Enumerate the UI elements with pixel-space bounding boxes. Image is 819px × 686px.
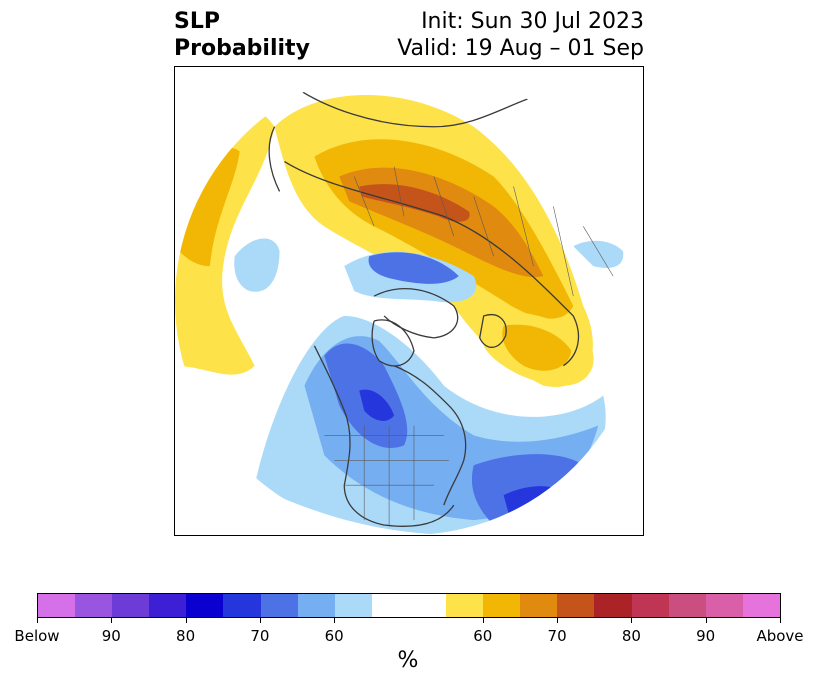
colorbar-tick-label: 70 bbox=[250, 627, 270, 645]
colorbar-tick bbox=[482, 618, 484, 623]
eurasia-above-75 bbox=[359, 184, 470, 222]
colorbar-tick bbox=[631, 618, 633, 623]
coastlines bbox=[268, 86, 580, 527]
title-line-1: SLP bbox=[174, 9, 220, 34]
colorbar-tick-label: 80 bbox=[621, 627, 641, 645]
siberia-below-60 bbox=[573, 240, 624, 269]
colorbar-segment bbox=[38, 594, 76, 617]
colorbar-segment bbox=[594, 594, 632, 617]
colorbar-segment bbox=[742, 594, 780, 617]
colorbar-tick bbox=[557, 618, 559, 623]
colorbar-segment bbox=[223, 594, 261, 617]
probability-colorbar bbox=[37, 593, 781, 618]
colorbar-unit-label: % bbox=[397, 648, 419, 673]
colorbar-segment bbox=[149, 594, 187, 617]
colorbar-tick bbox=[334, 618, 336, 623]
map-dates: Init: Sun 30 Jul 2023 Valid: 19 Aug – 01… bbox=[397, 8, 644, 62]
probability-map bbox=[174, 66, 644, 536]
colorbar-segment bbox=[631, 594, 669, 617]
colorbar-segment bbox=[334, 594, 372, 617]
colorbar-tick-label: 90 bbox=[696, 627, 716, 645]
polar-map-svg bbox=[175, 67, 643, 535]
colorbar-tick-label: 70 bbox=[547, 627, 567, 645]
colorbar-segment bbox=[483, 594, 521, 617]
map-title: SLP Probability bbox=[174, 8, 310, 62]
borders bbox=[324, 146, 629, 526]
colorbar-segment bbox=[260, 594, 298, 617]
colorbar-segment bbox=[520, 594, 558, 617]
colorbar-segment bbox=[112, 594, 150, 617]
colorbar-tick bbox=[37, 618, 38, 623]
title-line-2: Probability bbox=[174, 36, 310, 61]
colorbar-segment bbox=[186, 594, 224, 617]
colorbar-segment bbox=[75, 594, 113, 617]
colorbar-segment bbox=[705, 594, 743, 617]
colorbar-tick bbox=[780, 618, 781, 623]
colorbar-tick-label: Above bbox=[756, 627, 804, 645]
colorbar-segment bbox=[557, 594, 595, 617]
init-date: Init: Sun 30 Jul 2023 bbox=[421, 9, 644, 34]
colorbar-tick-label: 80 bbox=[176, 627, 196, 645]
colorbar-tick bbox=[111, 618, 113, 623]
namerica-below-80 bbox=[359, 389, 395, 421]
colorbar-tick-label: 90 bbox=[101, 627, 121, 645]
colorbar-tick bbox=[185, 618, 187, 623]
colorbar-segment bbox=[668, 594, 706, 617]
colorbar-segment bbox=[371, 594, 447, 617]
colorbar-tick-label: 60 bbox=[324, 627, 344, 645]
colorbar-tick-label: 60 bbox=[473, 627, 493, 645]
colorbar-tick bbox=[259, 618, 261, 623]
colorbar-tick bbox=[705, 618, 707, 623]
colorbar-tick-label: Below bbox=[14, 627, 60, 645]
arctic-below-70 bbox=[368, 252, 459, 284]
bering-below-60 bbox=[234, 238, 280, 292]
colorbar-segment bbox=[446, 594, 484, 617]
atlantic-above-65 bbox=[502, 324, 572, 371]
colorbar-segment bbox=[297, 594, 335, 617]
valid-date: Valid: 19 Aug – 01 Sep bbox=[397, 36, 644, 61]
